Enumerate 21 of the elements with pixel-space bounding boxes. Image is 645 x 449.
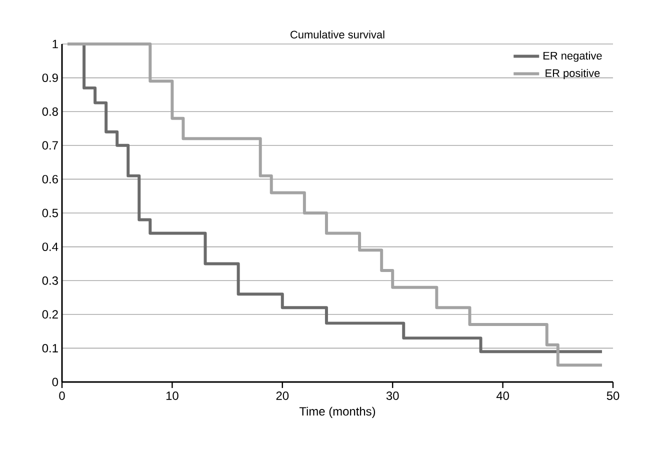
x-tick-label: 20 xyxy=(276,392,289,400)
x-tick-label: 50 xyxy=(606,392,620,400)
chart-title: Cumulative survival xyxy=(290,30,384,38)
y-tick-label: 0.7 xyxy=(42,141,58,150)
x-tick-label: 0 xyxy=(59,392,65,400)
x-axis-title: Time (months) xyxy=(299,406,376,418)
legend-label: ER negative xyxy=(544,52,602,62)
y-tick-label: 0.3 xyxy=(42,276,58,285)
y-tick-label: 0.8 xyxy=(42,107,58,116)
y-tick-label: 0.1 xyxy=(42,344,58,352)
y-tick-label: 0.9 xyxy=(42,74,58,82)
x-tick-label: 30 xyxy=(386,392,399,400)
y-tick-label: 0.2 xyxy=(42,310,58,319)
y-tick-label: 0.6 xyxy=(42,174,58,184)
x-tick-label: 10 xyxy=(166,392,178,400)
y-tick-label: 1 xyxy=(52,40,58,48)
legend-label: ER positive xyxy=(546,68,600,80)
y-tick-label: 0 xyxy=(52,378,58,386)
y-tick-label: 0.5 xyxy=(42,208,58,218)
y-tick-label: 0.4 xyxy=(42,242,58,252)
x-tick-label: 40 xyxy=(496,392,509,400)
